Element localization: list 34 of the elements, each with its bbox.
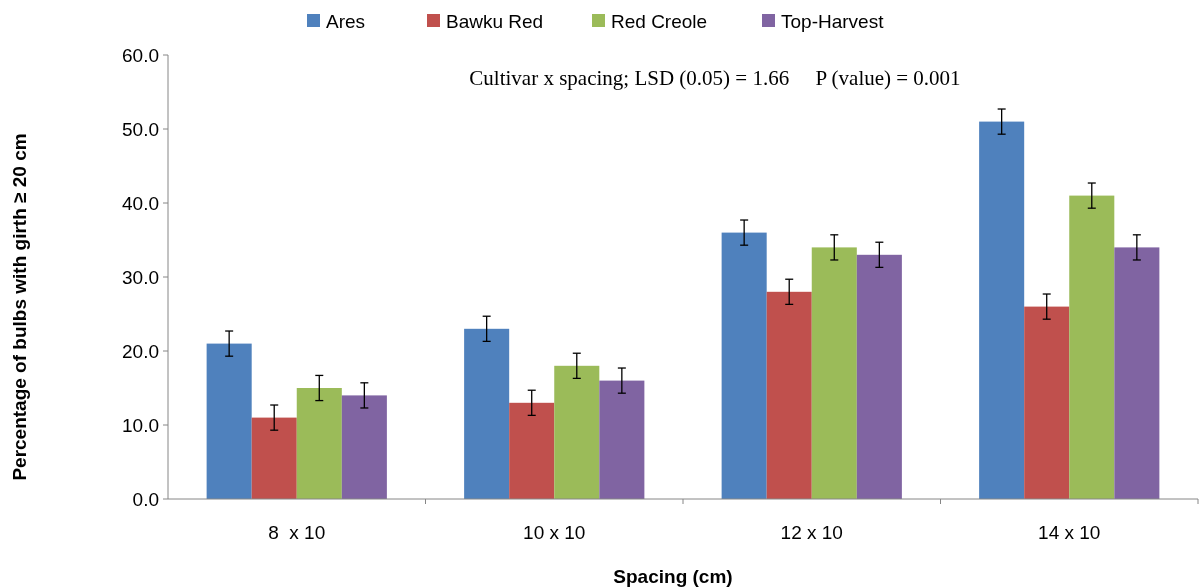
legend-label: Top-Harvest [781,10,885,32]
bar [509,402,555,499]
legend-label: Bawku Red [446,10,544,32]
bar [856,254,902,499]
bar [554,365,600,499]
bar [979,121,1025,499]
y-tick-label: 60.0 [122,44,159,66]
y-tick-label: 40.0 [122,192,159,214]
x-tick-label: 14 x 10 [1038,522,1101,543]
bar [341,395,387,499]
y-tick-label: 30.0 [122,266,159,288]
bar [296,388,342,499]
y-tick-label: 0.0 [132,488,159,510]
legend-label: Red Creole [611,10,708,32]
bar [599,380,645,499]
annotation: Cultivar x spacing; LSD (0.05) = 1.66 P (value) = 0.001 [469,66,961,90]
y-tick-label: 10.0 [122,414,159,436]
bar [721,232,767,499]
bar [1024,306,1070,499]
y-axis-title: Percentage of bulbs with girth ≥ 20 cm [9,133,30,481]
bar [811,247,857,499]
x-tick-label: 10 x 10 [523,522,586,543]
legend-label: Ares [326,10,366,32]
bar [251,417,297,499]
x-tick-label: 12 x 10 [780,522,843,543]
bar [464,328,510,499]
y-tick-label: 50.0 [122,118,159,140]
bar [1069,195,1115,499]
x-tick-label: 8 x 10 [268,522,326,543]
y-tick-label: 20.0 [122,340,159,362]
bar [766,291,812,499]
bar [206,343,252,499]
bar [1114,247,1160,499]
x-axis-title: Spacing (cm) [613,566,733,587]
